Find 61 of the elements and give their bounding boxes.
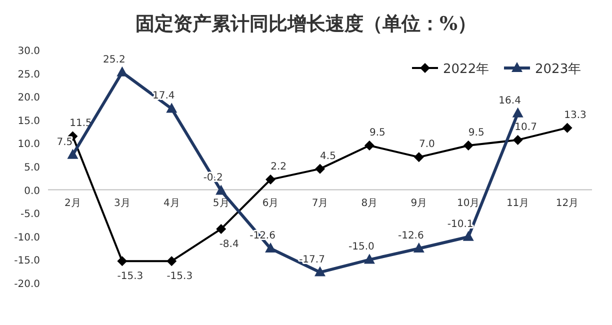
point <box>266 174 276 185</box>
data-label: 16.4 <box>498 95 521 106</box>
data-label: 9.5 <box>468 128 484 139</box>
point <box>216 224 226 234</box>
x-tick-label: 12月 <box>556 198 579 209</box>
point <box>314 266 326 276</box>
point <box>463 140 474 151</box>
data-label: 25.2 <box>103 54 126 66</box>
y-tick-label: -10.0 <box>14 232 40 244</box>
x-tick-label: 10月 <box>456 198 480 209</box>
data-label: 13.3 <box>564 110 586 121</box>
data-label: -8.4 <box>219 238 239 250</box>
data-label: 10.7 <box>514 122 537 133</box>
point <box>216 184 227 195</box>
point <box>512 134 523 145</box>
data-label: -15.3 <box>117 271 144 282</box>
y-tick-label: -15.0 <box>14 256 40 267</box>
point <box>364 254 375 264</box>
x-tick-label: 11月 <box>506 198 530 209</box>
y-tick-label: 25.0 <box>18 69 40 80</box>
data-label: -15.3 <box>166 271 193 282</box>
point <box>116 66 128 76</box>
y-tick-label: 15.0 <box>18 116 40 127</box>
y-tick-label: -5.0 <box>20 209 40 220</box>
x-tick-label: 8月 <box>361 198 378 209</box>
point <box>364 140 374 151</box>
point <box>166 256 177 266</box>
point <box>117 256 128 266</box>
point <box>413 242 424 253</box>
data-label: -17.7 <box>299 254 325 266</box>
data-label: 4.5 <box>320 150 336 162</box>
legend-label: 2023年 <box>535 62 582 77</box>
data-label: -15.0 <box>348 242 374 253</box>
data-label: -10.1 <box>447 218 474 230</box>
point <box>414 152 424 162</box>
x-tick-label: 2月 <box>64 198 81 209</box>
y-tick-label: 30.0 <box>18 46 40 57</box>
x-tick-label: 3月 <box>114 198 130 209</box>
data-label: -12.6 <box>398 230 424 242</box>
data-label: 7.0 <box>418 139 435 150</box>
x-tick-label: 7月 <box>312 198 328 209</box>
point <box>166 102 178 113</box>
point <box>512 107 524 118</box>
point <box>562 122 572 133</box>
legend-label: 2022年 <box>443 62 490 77</box>
y-tick-label: 5.0 <box>24 162 40 174</box>
y-tick-label: 0.0 <box>24 186 40 197</box>
x-tick-label: 4月 <box>163 198 180 209</box>
point <box>315 164 325 174</box>
data-label: 9.5 <box>370 128 386 139</box>
data-label: 7.5 <box>56 136 73 148</box>
x-tick-label: 6月 <box>262 198 279 209</box>
point <box>265 242 276 253</box>
x-tick-label: 9月 <box>410 198 428 209</box>
data-label: 2.2 <box>270 162 286 173</box>
y-tick-label: -20.0 <box>14 279 40 290</box>
point <box>462 230 474 241</box>
point <box>67 148 78 159</box>
y-tick-label: 10.0 <box>18 139 40 150</box>
chart-title: 固定资产累计同比增长速度（单位：%） <box>135 13 477 35</box>
y-tick-label: 20.0 <box>18 92 40 104</box>
